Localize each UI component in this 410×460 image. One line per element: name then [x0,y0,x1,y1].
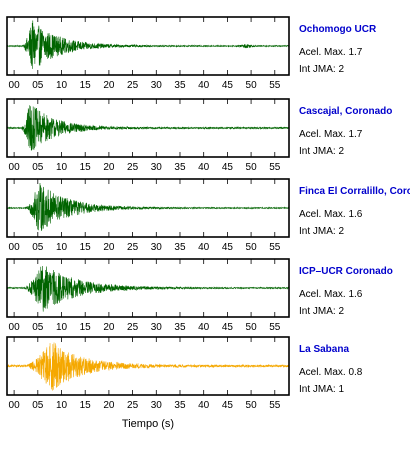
jma-intensity-text: Int JMA: 2 [299,64,344,75]
x-tick-label: 30 [151,322,163,333]
x-tick-label: 25 [127,322,139,333]
panel-frame [6,16,290,76]
x-axis-title: Tiempo (s) [122,418,174,430]
seismogram-panels: 00 05 10 15 20 25 30 35 40 45 50 55 Ochomogo UCR Acel… [6,16,410,411]
station-name: La Sabana [299,344,349,355]
waveform-trace [6,20,290,69]
x-tick-label: 45 [222,162,234,173]
jma-intensity-text: Int JMA: 2 [299,226,344,237]
x-tick-label: 00 [9,80,21,91]
station-name: Cascajal, Coronado [299,106,392,117]
x-tick-label: 15 [80,400,92,411]
x-tick-label: 50 [246,242,258,253]
x-tick-label: 30 [151,400,163,411]
panel-1: 00 05 10 15 20 25 30 35 40 45 50 55 Ochomogo UCR Acel… [6,16,377,91]
x-tick-label: 10 [56,322,68,333]
x-tick-label: 15 [80,242,92,253]
accel-max-text: Acel. Max. 0.8 [299,367,363,378]
x-tick-label: 05 [32,80,44,91]
x-tick-label: 00 [9,400,21,411]
panel-frame [6,258,290,318]
panel-5: 00 05 10 15 20 25 30 35 40 45 50 55 La Sabana Acel. M… [6,336,363,411]
x-tick-label: 00 [9,162,21,173]
x-tick-label: 05 [32,162,44,173]
accel-max-text: Acel. Max. 1.7 [299,129,363,140]
panel-2: 00 05 10 15 20 25 30 35 40 45 50 55 Cascajal, Corona… [6,98,392,173]
accel-max-text: Acel. Max. 1.6 [299,209,363,220]
x-tick-label: 20 [103,162,115,173]
panel-frame [6,178,290,238]
station-name: Finca El Corralillo, Coronado [299,186,410,197]
x-tick-label: 25 [127,400,139,411]
x-tick-label: 45 [222,322,234,333]
jma-intensity-text: Int JMA: 2 [299,146,344,157]
x-tick-label: 40 [198,322,210,333]
x-tick-label: 10 [56,162,68,173]
panel-frame [6,98,290,158]
x-tick-label: 20 [103,400,115,411]
x-tick-label: 10 [56,80,68,91]
x-tick-label: 55 [269,322,281,333]
waveform-trace [6,342,290,391]
x-tick-label: 05 [32,322,44,333]
x-tick-label: 35 [174,242,186,253]
x-tick-label: 35 [174,162,186,173]
x-tick-label: 15 [80,322,92,333]
x-tick-label: 15 [80,80,92,91]
x-tick-label: 40 [198,80,210,91]
x-tick-label: 25 [127,242,139,253]
x-tick-label: 55 [269,400,281,411]
x-tick-label: 10 [56,400,68,411]
x-tick-label: 05 [32,400,44,411]
panel-3: 00 05 10 15 20 25 30 35 40 45 50 55 Finca El Corrali… [6,178,410,253]
x-tick-label: 50 [246,162,258,173]
x-tick-label: 00 [9,322,21,333]
x-tick-label: 55 [269,80,281,91]
x-tick-label: 40 [198,242,210,253]
x-tick-label: 25 [127,162,139,173]
x-tick-label: 20 [103,242,115,253]
jma-intensity-text: Int JMA: 1 [299,384,344,395]
x-tick-label: 45 [222,80,234,91]
x-tick-label: 50 [246,400,258,411]
station-name: ICP–UCR Coronado [299,266,393,277]
x-tick-label: 20 [103,322,115,333]
x-tick-label: 30 [151,242,163,253]
x-tick-label: 40 [198,400,210,411]
x-tick-label: 55 [269,162,281,173]
x-tick-label: 05 [32,242,44,253]
x-tick-label: 30 [151,80,163,91]
waveform-trace [6,105,290,151]
x-tick-label: 15 [80,162,92,173]
panel-frame [6,336,290,396]
x-tick-label: 45 [222,242,234,253]
x-tick-label: 25 [127,80,139,91]
x-tick-label: 35 [174,80,186,91]
panel-4: 00 05 10 15 20 25 30 35 40 45 50 55 ICP–UCR Coronado… [6,258,393,333]
x-tick-label: 20 [103,80,115,91]
accel-max-text: Acel. Max. 1.7 [299,47,363,58]
x-tick-label: 10 [56,242,68,253]
x-tick-label: 55 [269,242,281,253]
x-tick-label: 50 [246,80,258,91]
waveform-trace [6,266,290,312]
x-tick-label: 00 [9,242,21,253]
x-tick-label: 30 [151,162,163,173]
x-tick-label: 35 [174,400,186,411]
x-tick-label: 35 [174,322,186,333]
x-tick-label: 40 [198,162,210,173]
waveform-trace [6,182,290,232]
accel-max-text: Acel. Max. 1.6 [299,289,363,300]
station-name: Ochomogo UCR [299,24,377,35]
x-tick-label: 45 [222,400,234,411]
jma-intensity-text: Int JMA: 2 [299,306,344,317]
x-tick-label: 50 [246,322,258,333]
